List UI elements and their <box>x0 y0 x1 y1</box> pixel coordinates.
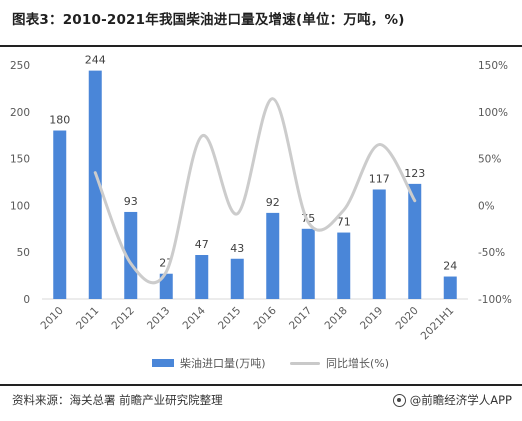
legend-line-label: 同比增长(%) <box>326 357 390 370</box>
brand-credit: @前瞻经济学人APP <box>392 392 512 408</box>
brand-text: @前瞻经济学人APP <box>409 393 512 407</box>
bar-data-label: 180 <box>49 114 70 127</box>
bar <box>88 70 102 299</box>
legend-item-line: 同比增长(%) <box>290 355 389 371</box>
bar-data-label: 117 <box>369 172 390 185</box>
right-axis-tick-label: 150% <box>478 60 508 72</box>
bar-data-label: 24 <box>443 260 457 273</box>
x-axis-tick-label: 2016 <box>251 304 279 332</box>
right-axis-tick-label: -50% <box>478 247 505 259</box>
left-axis-tick-label: 50 <box>17 247 30 259</box>
bar <box>301 228 315 299</box>
bar-data-label: 71 <box>337 216 351 229</box>
x-axis-tick-label: 2015 <box>216 305 243 332</box>
bar <box>337 232 351 299</box>
bar-data-label: 43 <box>230 242 244 255</box>
bar-data-label: 244 <box>85 54 106 67</box>
right-axis-tick-label: -100% <box>478 294 512 306</box>
left-axis-tick-label: 0 <box>23 294 30 306</box>
right-axis-tick-label: 50% <box>478 154 501 166</box>
bar <box>159 273 173 299</box>
bar <box>195 255 209 299</box>
bar <box>408 183 422 299</box>
x-axis-tick-label: 2021H1 <box>419 305 457 343</box>
legend-bar-label: 柴油进口量(万吨) <box>180 357 266 370</box>
chart-area: 0 50 100 150 200 250 -100% -50% 0% 50% 100% 150% 180… <box>10 54 512 343</box>
x-axis-tick-label: 2014 <box>180 304 208 332</box>
x-axis-tick-label: 2018 <box>322 305 349 332</box>
x-axis-tick-label: 2012 <box>109 305 136 332</box>
legend-bar-swatch <box>152 359 174 367</box>
bar-data-label: 123 <box>404 167 425 180</box>
x-axis-tick-label: 2013 <box>145 305 172 332</box>
bar <box>443 276 457 299</box>
right-axis-tick-label: 100% <box>478 107 508 119</box>
bar-data-label: 47 <box>195 238 209 251</box>
brand-logo-icon <box>392 393 406 407</box>
bar <box>266 212 280 299</box>
chart-title: 图表3：2010-2021年我国柴油进口量及增速(单位：万吨，%) <box>12 12 405 28</box>
x-axis-tick-label: 2010 <box>38 305 65 332</box>
bar <box>53 130 67 299</box>
right-axis-tick-label: 0% <box>478 200 495 212</box>
source-note: 资料来源：海关总署 前瞻产业研究院整理 <box>12 393 223 407</box>
left-axis-tick-label: 100 <box>10 200 30 212</box>
bar-data-label: 93 <box>124 195 138 208</box>
bar-data-label: 92 <box>266 196 280 209</box>
bottom-rule <box>0 384 522 386</box>
bar <box>372 189 386 299</box>
growth-series-line <box>93 97 417 285</box>
left-axis-tick-label: 150 <box>10 154 30 166</box>
legend-item-bar: 柴油进口量(万吨) <box>152 355 266 371</box>
bar <box>230 258 244 299</box>
legend: 柴油进口量(万吨) 同比增长(%) <box>0 355 522 373</box>
x-axis-tick-label: 2019 <box>358 305 385 332</box>
x-axis-tick-label: 2011 <box>74 305 101 332</box>
x-axis-tick-label: 2020 <box>393 305 420 332</box>
bar <box>124 211 138 299</box>
x-axis-tick-label: 2017 <box>287 305 314 332</box>
left-axis-tick-label: 200 <box>10 107 30 119</box>
left-axis-tick-label: 250 <box>10 60 30 72</box>
legend-line-swatch <box>290 361 320 365</box>
top-rule <box>0 45 522 47</box>
